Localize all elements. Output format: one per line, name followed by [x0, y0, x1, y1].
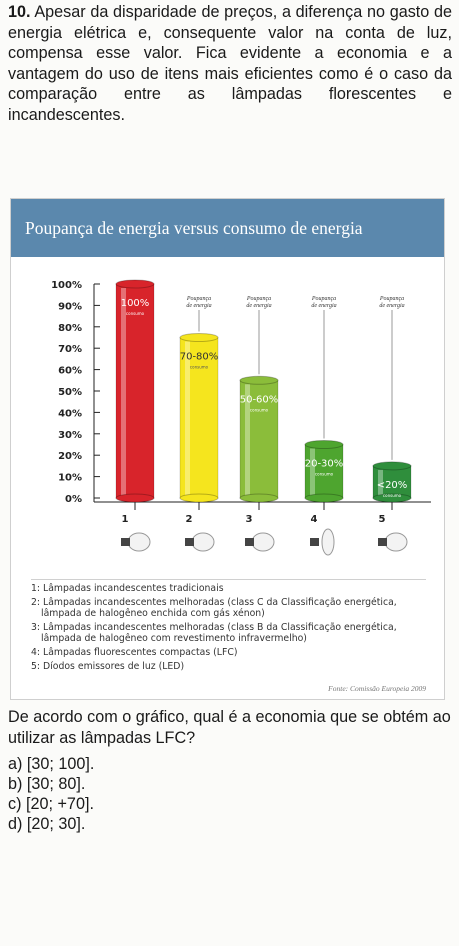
bar-cap [239, 375, 279, 385]
x-tick-label: 4 [311, 514, 318, 525]
legend-item-5: 5: Díodos emissores de luz (LED) [31, 661, 185, 672]
bar-base [304, 493, 344, 503]
lamp-2-icon [185, 532, 215, 552]
option-b[interactable]: b) [30; 80]. [8, 775, 86, 793]
bar-5 [372, 465, 412, 499]
answer-options: a) [30; 100]. b) [30; 80]. c) [20; +70].… [8, 754, 94, 834]
savings-label: Poupança [246, 296, 271, 302]
bar-cap [372, 461, 412, 471]
lamp-3-icon [245, 532, 275, 552]
bar-label: <20% [377, 480, 408, 491]
bar-base [115, 493, 155, 503]
savings-label: de energia [379, 303, 404, 309]
y-tick-label: 100% [51, 280, 82, 291]
energy-chart: 0% 10% 20% 30% 40% 50% 60% 70% 80% 90% 100% 100% con… [51, 279, 431, 556]
question-prompt: De acordo com o gráfico, qual é a econom… [8, 708, 451, 747]
figure-panel: Poupança de energia versus consumo de en… [10, 198, 445, 700]
legend-item-4: 4: Lâmpadas fluorescentes compactas (LFC… [31, 647, 238, 658]
legend-item-2: 2: Lâmpadas incandescentes melhoradas (c… [31, 597, 397, 619]
bar-highlight [121, 288, 126, 496]
bar-label: 100% [121, 298, 150, 309]
bar-label: 70-80% [180, 352, 219, 363]
y-tick-label: 50% [58, 387, 82, 398]
y-tick-label: 0% [65, 494, 82, 505]
x-tick-label: 5 [379, 514, 386, 525]
bar-cap [115, 279, 155, 289]
bar-base [239, 493, 279, 503]
option-c[interactable]: c) [20; +70]. [8, 795, 94, 813]
bar-cap [304, 440, 344, 449]
figure-source: Fonte: Comissão Europeia 2009 [328, 684, 426, 693]
question-stem: 10. Apesar da disparidade de preços, a d… [8, 2, 452, 125]
y-tick-label: 10% [58, 473, 82, 484]
bar-label: 20-30% [305, 459, 344, 470]
x-tick-label: 2 [186, 514, 193, 525]
y-tick-label: 30% [58, 430, 82, 441]
bar-4 [304, 444, 344, 499]
figure-legend: 1: Lâmpadas incandescentes tradicionais … [31, 579, 426, 672]
lamp-4-icon [310, 528, 335, 556]
question-text: Apesar da disparidade de preços, a difer… [8, 3, 453, 124]
bar-sublabel: consumo [126, 311, 145, 316]
question-number: 10. [8, 3, 31, 21]
y-tick-label: 80% [58, 323, 82, 334]
bar-label: 50-60% [240, 394, 279, 405]
figure-title: Poupança de energia versus consumo de en… [11, 199, 444, 257]
savings-label: de energia [311, 303, 336, 309]
savings-label: de energia [246, 303, 271, 309]
savings-label: Poupança [311, 296, 336, 302]
bar-2 [179, 337, 219, 499]
savings-label: Poupança [379, 296, 404, 302]
x-tick-label: 3 [246, 514, 253, 525]
savings-label: Poupança [186, 296, 211, 302]
bar-sublabel: consumo [250, 407, 269, 412]
bar-sublabel: consumo [383, 493, 402, 498]
y-tick-label: 70% [58, 344, 82, 355]
bar-highlight [185, 341, 190, 496]
bar-highlight [245, 384, 250, 496]
x-tick-label: 1 [122, 514, 129, 525]
legend-item-1: 1: Lâmpadas incandescentes tradicionais [31, 583, 224, 594]
bar-1 [115, 283, 155, 499]
lamp-1-icon [121, 532, 151, 552]
y-tick-label: 60% [58, 366, 82, 377]
bar-highlight [378, 469, 383, 496]
legend-item-3: 3: Lâmpadas incandescentes melhoradas (c… [31, 622, 397, 644]
bar-sublabel: consumo [190, 365, 209, 370]
lamp-5-icon [378, 532, 408, 552]
savings-label: de energia [186, 303, 211, 309]
bar-highlight [310, 448, 315, 496]
y-tick-label: 90% [58, 301, 82, 312]
option-a[interactable]: a) [30; 100]. [8, 755, 95, 773]
y-tick-label: 20% [58, 451, 82, 462]
y-tick-label: 40% [58, 408, 82, 419]
option-d[interactable]: d) [20; 30]. [8, 815, 86, 833]
bar-cap [179, 333, 219, 342]
bar-sublabel: consumo [315, 472, 334, 477]
bar-base [179, 493, 219, 503]
